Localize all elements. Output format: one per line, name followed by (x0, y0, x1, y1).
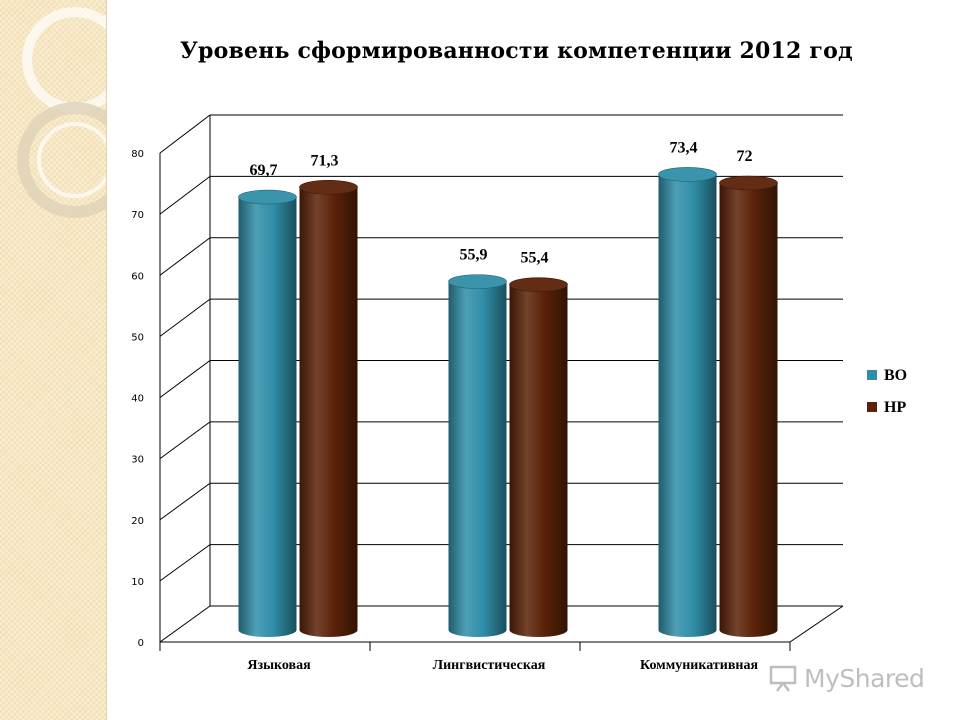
watermark: MyShared (768, 658, 938, 698)
gridline-side (159, 360, 211, 398)
y-tick-label: 30 (131, 455, 144, 466)
x-tick-label: Лингвистическая (433, 658, 546, 673)
labels: 69,7 71,3 55,9 55,4 73,4 72 (250, 139, 753, 266)
legend: ВО НР (867, 367, 907, 416)
bar (448, 274, 507, 638)
bar-top (238, 189, 297, 205)
bar-top (719, 175, 778, 191)
floor-edge (789, 605, 844, 643)
bar-body (448, 281, 507, 638)
x-tick-label: Языковая (247, 658, 311, 673)
gridline-side (159, 605, 211, 643)
y-tick-label: 80 (131, 149, 144, 160)
bar-top (299, 179, 358, 195)
data-label: 73,4 (670, 139, 698, 156)
y-tick-label: 60 (131, 271, 144, 282)
data-label: 55,9 (460, 247, 488, 264)
bar (238, 189, 297, 638)
bar (719, 175, 778, 638)
decorative-left-strip (0, 0, 107, 720)
bar-top (509, 277, 568, 292)
gridline-side (159, 237, 211, 276)
presentation-icon (769, 665, 797, 692)
legend-label: ВО (884, 367, 907, 384)
y-tick-label: 0 (138, 638, 144, 649)
gridline-side (159, 298, 211, 337)
data-label: 55,4 (521, 250, 549, 267)
axes: 0 10 20 30 40 50 60 70 80 Языковая Лингвистическая… (131, 115, 844, 673)
data-label: 72 (737, 148, 753, 165)
chart-title: Уровень сформированности компетенции 201… (180, 38, 853, 64)
data-label: 69,7 (250, 162, 278, 179)
x-tick-label: Коммуникативная (640, 658, 758, 673)
y-tick-label: 40 (131, 394, 144, 405)
bar (299, 179, 358, 638)
bar (509, 277, 568, 638)
bar-top (658, 167, 717, 182)
bars (238, 167, 778, 638)
y-tick-label: 50 (131, 332, 144, 343)
watermark-text: MyShared (804, 663, 925, 693)
gridline-side (159, 114, 211, 154)
data-label: 71,3 (311, 152, 339, 169)
y-tick-label: 20 (131, 516, 144, 527)
bar-body (658, 174, 717, 638)
bar-body (299, 187, 358, 638)
bar-body (238, 197, 297, 638)
legend-label: НР (884, 399, 906, 416)
y-tick-label: 10 (131, 577, 144, 588)
decorative-rings (17, 7, 106, 218)
legend-swatch (867, 402, 877, 412)
gridline-side (159, 482, 211, 521)
legend-swatch (867, 370, 877, 380)
bar-top (448, 274, 507, 289)
gridline-side (159, 175, 211, 215)
gridline-side (159, 544, 211, 582)
bar-body (719, 183, 778, 638)
bar-body (509, 284, 568, 638)
bar (658, 167, 717, 638)
gridline-side (159, 421, 211, 460)
y-tick-label: 70 (131, 210, 144, 221)
